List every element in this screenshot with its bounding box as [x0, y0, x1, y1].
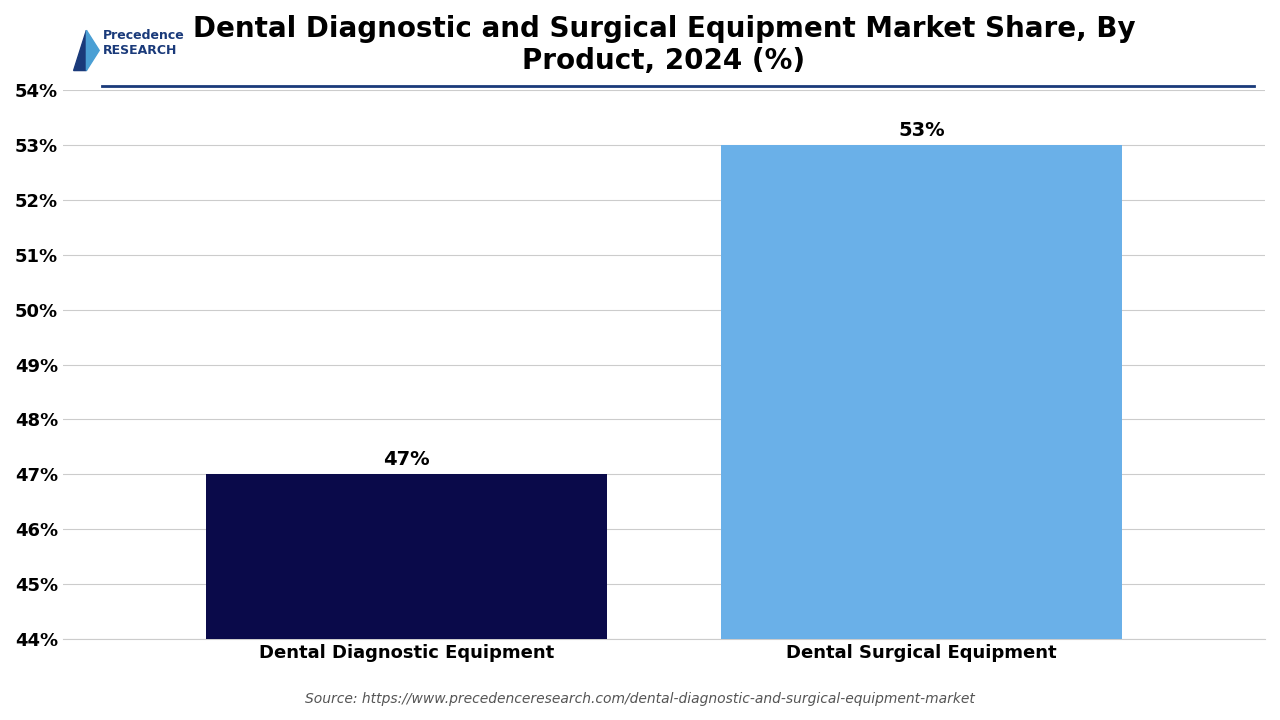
Polygon shape — [74, 30, 87, 71]
Bar — [722, 145, 1121, 720]
Bar — [206, 474, 607, 720]
Text: Source: https://www.precedenceresearch.com/dental-diagnostic-and-surgical-equipm: Source: https://www.precedenceresearch.c… — [305, 692, 975, 706]
Title: Dental Diagnostic and Surgical Equipment Market Share, By
Product, 2024 (%): Dental Diagnostic and Surgical Equipment… — [193, 15, 1135, 76]
Text: Precedence
RESEARCH: Precedence RESEARCH — [102, 30, 184, 57]
Polygon shape — [87, 30, 100, 71]
Text: 47%: 47% — [383, 450, 430, 469]
Text: 53%: 53% — [899, 121, 945, 140]
